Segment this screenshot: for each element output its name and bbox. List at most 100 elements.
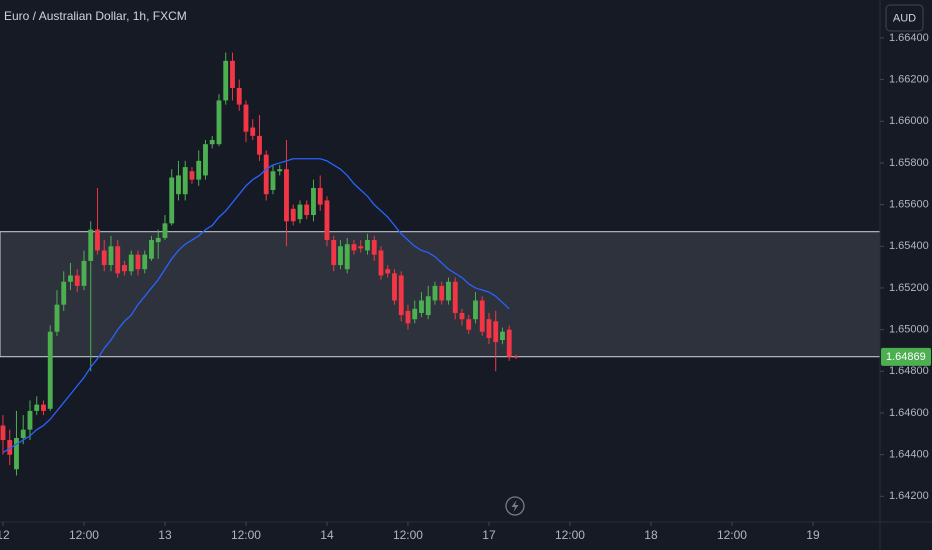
candle-body xyxy=(263,154,269,195)
candle-body xyxy=(189,171,195,180)
candle-body xyxy=(479,300,485,332)
candle-body xyxy=(351,244,357,251)
y-tick-label: 1.65400 xyxy=(889,240,929,252)
currency-label[interactable]: AUD xyxy=(893,12,916,24)
x-tick-label: 14 xyxy=(320,528,334,542)
candle-body xyxy=(385,269,391,274)
y-tick-label: 1.64400 xyxy=(889,449,929,461)
x-tick-label: 12:00 xyxy=(717,528,747,542)
y-tick-label: 1.64800 xyxy=(889,365,929,377)
candle-body xyxy=(419,300,424,313)
moving-average xyxy=(2,158,510,454)
candle-body xyxy=(412,308,418,320)
candle-body xyxy=(209,140,215,145)
x-tick-label: 12:00 xyxy=(231,528,261,542)
plot-area xyxy=(0,52,881,476)
candle-body xyxy=(432,285,438,301)
candle-body xyxy=(290,208,296,222)
candle-body xyxy=(47,331,53,409)
candle-body xyxy=(358,246,364,249)
replay-icon[interactable] xyxy=(505,496,525,516)
candle-body xyxy=(61,281,67,305)
candle-body xyxy=(155,237,161,243)
candle-body xyxy=(20,429,26,438)
candle-body xyxy=(270,171,276,191)
candle-body xyxy=(128,254,134,272)
candle-body xyxy=(439,285,445,301)
candle-body xyxy=(398,275,404,316)
candle-body xyxy=(115,246,121,274)
y-tick-label: 1.64200 xyxy=(889,490,929,502)
candle-body xyxy=(284,169,289,222)
y-tick-label: 1.65600 xyxy=(889,199,929,211)
candle-body xyxy=(324,200,330,241)
candle-body xyxy=(452,281,458,313)
candle-body xyxy=(216,100,222,145)
currency-button[interactable] xyxy=(885,4,924,32)
y-tick-label: 1.66000 xyxy=(889,115,929,127)
candle-body xyxy=(486,319,492,338)
candle-body xyxy=(466,319,472,330)
candle-body xyxy=(473,300,478,320)
x-tick-label: 19 xyxy=(806,528,820,542)
y-tick-label: 1.66400 xyxy=(889,32,929,44)
candle-body xyxy=(493,321,499,343)
x-tick-label: 12:00 xyxy=(555,528,585,542)
x-tick-label: 12:00 xyxy=(69,528,99,542)
candle-body xyxy=(236,87,242,105)
candle-body xyxy=(425,296,431,316)
candle-body xyxy=(230,60,235,88)
candle-body xyxy=(196,160,202,180)
last-price-label: 1.64869 xyxy=(886,351,926,363)
candle-body xyxy=(513,356,519,358)
candle-body xyxy=(54,304,60,332)
candle-body xyxy=(95,229,100,251)
candle-body xyxy=(459,312,465,320)
candle-body xyxy=(81,260,87,286)
candle-body xyxy=(108,246,114,266)
candle-body xyxy=(277,169,283,172)
candle-body xyxy=(122,265,127,272)
candle-body xyxy=(34,404,40,411)
candle-body xyxy=(223,60,229,101)
candle-body xyxy=(506,329,512,357)
candle-body xyxy=(405,310,411,324)
y-tick-label: 1.64600 xyxy=(889,407,929,419)
candle-body xyxy=(142,254,148,270)
y-tick-label: 1.65800 xyxy=(889,157,929,169)
candle-body xyxy=(135,254,141,270)
candle-body xyxy=(0,425,6,441)
candle-body xyxy=(101,250,107,266)
candle-body xyxy=(41,404,46,411)
candle-body xyxy=(149,240,154,259)
candle-body xyxy=(446,281,451,301)
x-tick-label: 12 xyxy=(0,528,10,542)
candle-body xyxy=(365,240,370,251)
y-tick-label: 1.65000 xyxy=(889,324,929,336)
x-tick-label: 13 xyxy=(158,528,172,542)
candle-body xyxy=(68,275,73,282)
candle-body xyxy=(500,331,505,341)
x-tick-label: 12:00 xyxy=(393,528,423,542)
candle-body xyxy=(182,167,188,195)
x-tick-label: 17 xyxy=(482,528,496,542)
candle-body xyxy=(176,175,181,195)
candle-body xyxy=(74,275,80,286)
candle-body xyxy=(243,104,249,132)
candle-body xyxy=(14,437,19,470)
candle-body xyxy=(311,187,316,216)
candle-body xyxy=(297,204,303,220)
candle-body xyxy=(317,187,323,205)
chart-title: Euro / Australian Dollar, 1h, FXCM xyxy=(4,9,187,23)
candle-body xyxy=(27,410,33,430)
last-price-box xyxy=(881,347,931,366)
candle-body xyxy=(392,273,397,301)
y-tick-label: 1.65200 xyxy=(889,282,929,294)
candle-body xyxy=(250,127,256,136)
candle-body xyxy=(162,223,168,238)
candle-body xyxy=(7,440,13,455)
x-tick-label: 18 xyxy=(644,528,658,542)
